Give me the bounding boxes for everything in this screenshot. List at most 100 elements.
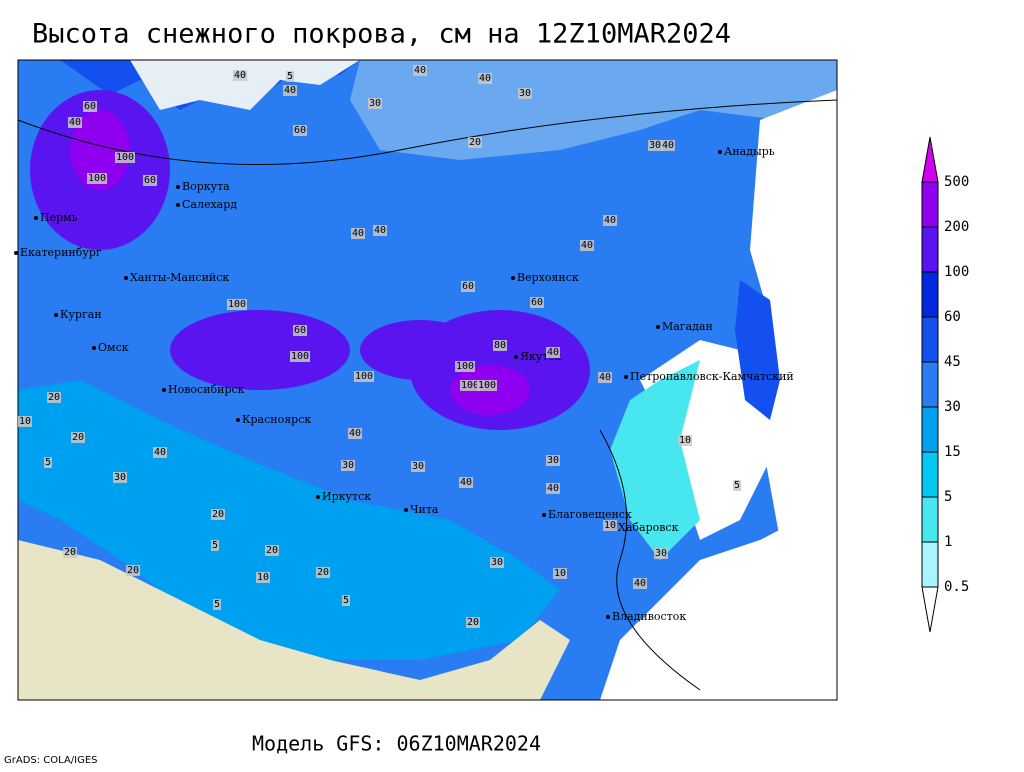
contour-label-box: [353, 371, 375, 382]
contour-label: 20: [212, 509, 224, 520]
colorbar-over: [921, 136, 939, 183]
contour-label: 40: [349, 428, 361, 439]
contour-label-box: [289, 351, 311, 362]
colorbar-bin: [921, 406, 939, 453]
contour-label: 100: [228, 299, 246, 310]
contour-label: 40: [460, 477, 472, 488]
contour-label: 60: [144, 175, 156, 186]
contour-label-box: [142, 175, 158, 186]
city-label: Благовещенск: [548, 508, 632, 521]
contour-label: 40: [69, 117, 81, 128]
contour-label-box: [579, 240, 595, 251]
contour-label: 30: [369, 98, 381, 109]
contour-label: 40: [374, 225, 386, 236]
contour-label-box: [341, 595, 351, 606]
contour-label-box: [67, 117, 83, 128]
contour-label-box: [477, 73, 493, 84]
contour-label: 40: [599, 372, 611, 383]
contour-label: 100: [291, 351, 309, 362]
contour-label-box: [653, 548, 669, 559]
colorbar-bin: [921, 496, 939, 543]
contour-label-box: [226, 299, 248, 310]
contour-label: 30: [649, 140, 661, 151]
contour-label-box: [458, 477, 474, 488]
contour-label: 30: [519, 88, 531, 99]
colorbar-label: 15: [944, 444, 961, 460]
city-label: Чита: [410, 503, 439, 516]
contour-label-box: [367, 98, 383, 109]
contour-label: 20: [48, 392, 60, 403]
colorbar-label: 45: [944, 354, 961, 370]
colorbar-label: 200: [944, 219, 969, 235]
contour-label: 20: [469, 137, 481, 148]
city-label: Хабаровск: [618, 521, 679, 534]
contour-label-box: [82, 101, 98, 112]
contour-label-box: [492, 340, 508, 351]
colorbar-bin: [921, 316, 939, 363]
city-label: Верхоянск: [517, 271, 579, 284]
contour-label-box: [210, 540, 220, 551]
contour-label-box: [660, 140, 676, 151]
contour-label-box: [454, 361, 476, 372]
contour-label-box: [529, 297, 545, 308]
contour-label-box: [210, 509, 226, 520]
colorbar-label: 0.5: [944, 579, 969, 595]
contour-label-box: [467, 137, 483, 148]
contour-label-box: [232, 70, 248, 81]
city-label: Ханты-Мансийск: [130, 271, 229, 284]
contour-label-box: [552, 568, 568, 579]
contour-label: 5: [287, 71, 293, 82]
contour-label-box: [315, 567, 331, 578]
contour-label-box: [255, 572, 271, 583]
map-background: [17, 59, 838, 701]
contour-label-box: [152, 447, 168, 458]
contour-label: 20: [266, 545, 278, 556]
city-label: Курган: [60, 308, 102, 321]
colorbar-bin: [921, 451, 939, 498]
contour-label-box: [86, 173, 108, 184]
contour-label-box: [410, 461, 426, 472]
city-dot: [718, 150, 722, 154]
city-label: Владивосток: [612, 610, 686, 623]
contour-label: 30: [655, 548, 667, 559]
colorbar-label: 60: [944, 309, 961, 325]
contour-label: 5: [45, 457, 51, 468]
city-label: Красноярск: [242, 413, 311, 426]
city-label: Анадырь: [724, 145, 775, 158]
contour-label-box: [647, 140, 663, 151]
contour-label-box: [114, 152, 136, 163]
city-dot: [124, 276, 128, 280]
contour-label: 60: [531, 297, 543, 308]
city-label: Иркутск: [322, 490, 371, 503]
colorbar-bin: [921, 181, 939, 228]
city-dot: [34, 216, 38, 220]
contour-label: 10: [257, 572, 269, 583]
contour-label-box: [632, 578, 648, 589]
contour-label: 40: [604, 215, 616, 226]
city-label: Екатеринбург: [20, 246, 102, 259]
contour-label-box: [292, 325, 308, 336]
contour-label: 100: [461, 380, 479, 391]
city-dot: [54, 313, 58, 317]
city-dot: [236, 418, 240, 422]
contour-label-box: [17, 416, 33, 427]
city-dot: [514, 355, 518, 359]
contour-label: 30: [412, 461, 424, 472]
contour-label-box: [602, 215, 618, 226]
city-dot: [404, 508, 408, 512]
contour-label: 30: [547, 455, 559, 466]
colorbar-bin: [921, 361, 939, 408]
contour-label: 40: [479, 73, 491, 84]
contour-label: 60: [294, 125, 306, 136]
colorbar-bin: [921, 271, 939, 318]
contour-label-box: [292, 125, 308, 136]
city-dot: [542, 513, 546, 517]
contour-label-box: [517, 88, 533, 99]
contour-label: 60: [84, 101, 96, 112]
contour-label-box: [340, 460, 356, 471]
city-dot: [176, 185, 180, 189]
model-run: Модель GFS: 06Z10MAR2024: [252, 732, 541, 756]
